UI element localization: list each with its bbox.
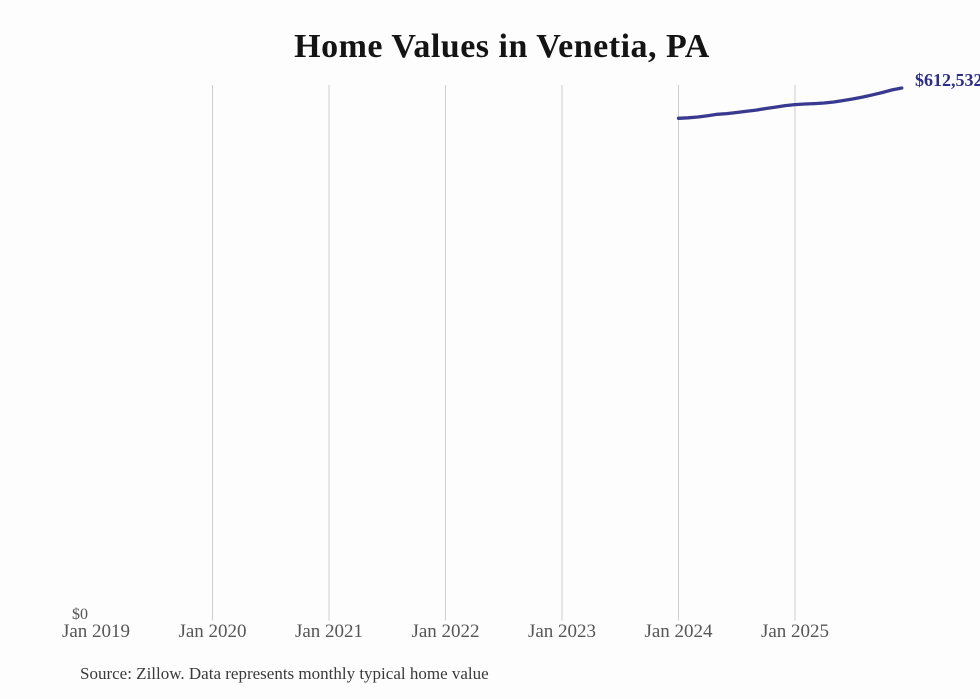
x-tick-label: Jan 2021 (294, 621, 364, 642)
x-tick-label: Jan 2019 (61, 621, 131, 642)
x-tick-label: Jan 2024 (644, 621, 713, 642)
home-value-line (676, 86, 904, 120)
x-tick-label: Jan 2025 (760, 621, 830, 642)
x-tick-label: Jan 2022 (411, 621, 480, 642)
chart-title: Home Values in Venetia, PA (294, 28, 710, 65)
y-axis-zero-label: $0 (72, 606, 88, 623)
latest-value-label: $612,532 (915, 70, 980, 90)
source-note: Source: Zillow. Data represents monthly … (80, 664, 489, 683)
x-tick-label: Jan 2020 (178, 621, 247, 642)
x-tick-label: Jan 2023 (527, 621, 597, 642)
